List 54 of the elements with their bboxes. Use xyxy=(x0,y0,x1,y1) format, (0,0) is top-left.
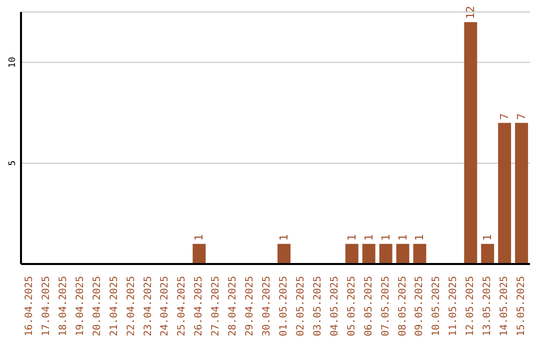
bar xyxy=(481,244,494,264)
bar xyxy=(362,244,376,264)
x-tick-label: 04.05.2025 xyxy=(329,276,340,336)
data-label: 1 xyxy=(413,234,426,241)
x-tick-label: 28.04.2025 xyxy=(228,276,239,336)
x-tick-label: 11.05.2025 xyxy=(448,276,460,336)
bar xyxy=(278,244,290,264)
bar xyxy=(498,122,512,264)
data-label: 1 xyxy=(192,234,206,241)
data-label: 1 xyxy=(345,234,358,241)
x-tick-label: 03.05.2025 xyxy=(312,276,324,336)
x-tick-label: 01.05.2025 xyxy=(278,276,290,336)
x-tick-label: 16.04.2025 xyxy=(24,276,35,336)
x-tick-label: 17.04.2025 xyxy=(40,276,52,336)
x-tick-label: 15.05.2025 xyxy=(516,276,528,336)
bar xyxy=(396,244,410,264)
bar xyxy=(413,244,426,264)
data-label: 7 xyxy=(515,113,528,120)
data-label: 7 xyxy=(498,113,512,120)
x-tick-label: 02.05.2025 xyxy=(295,276,306,336)
data-label: 1 xyxy=(362,234,376,241)
x-tick-label: 26.04.2025 xyxy=(194,276,205,336)
x-tick-label: 20.04.2025 xyxy=(92,276,103,336)
bar xyxy=(379,244,392,264)
x-tick-label: 08.05.2025 xyxy=(397,276,408,336)
data-label: 1 xyxy=(278,234,290,241)
bar xyxy=(192,244,206,264)
x-tick-label: 22.04.2025 xyxy=(126,276,137,336)
x-tick-label: 25.04.2025 xyxy=(176,276,188,336)
x-tick-label: 18.04.2025 xyxy=(58,276,69,336)
x-tick-label: 29.04.2025 xyxy=(244,276,256,336)
x-tick-label: 10.05.2025 xyxy=(431,276,442,336)
data-label: 12 xyxy=(464,6,478,20)
x-tick-label: 05.05.2025 xyxy=(346,276,358,336)
x-tick-label: 13.05.2025 xyxy=(482,276,494,336)
x-tick-label: 23.04.2025 xyxy=(142,276,154,336)
x-tick-label: 09.05.2025 xyxy=(414,276,426,336)
x-tick-label: 24.04.2025 xyxy=(160,276,171,336)
x-tick-label: 07.05.2025 xyxy=(380,276,392,336)
y-tick-label: 10 xyxy=(8,56,18,68)
x-tick-label: 19.04.2025 xyxy=(74,276,86,336)
bar xyxy=(464,22,478,264)
data-label: 1 xyxy=(481,234,494,241)
x-tick-label: 21.04.2025 xyxy=(108,276,120,336)
x-tick-label: 30.04.2025 xyxy=(262,276,273,336)
x-tick-label: 27.04.2025 xyxy=(210,276,222,336)
x-tick-label: 12.05.2025 xyxy=(465,276,476,336)
bar xyxy=(345,244,358,264)
x-tick-label: 06.05.2025 xyxy=(363,276,374,336)
data-label: 1 xyxy=(396,234,410,241)
data-label: 1 xyxy=(379,234,392,241)
x-tick-label: 14.05.2025 xyxy=(499,276,510,336)
bar xyxy=(515,122,528,264)
y-tick-label: 5 xyxy=(8,160,18,166)
